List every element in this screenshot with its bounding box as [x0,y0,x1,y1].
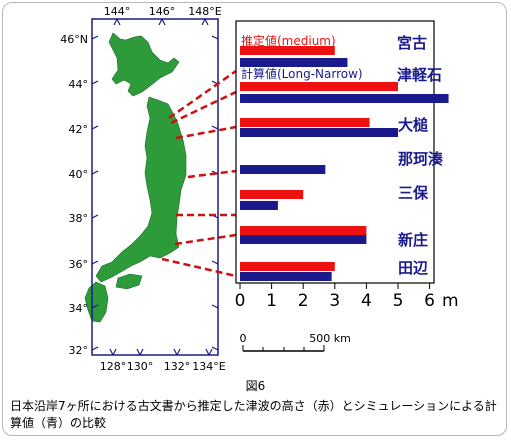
bar-computed [240,94,449,103]
map-tick [116,18,121,26]
kyushu-shape [84,281,109,323]
map-tick [139,348,144,356]
map-tick [91,125,99,130]
map-tick [91,304,99,309]
lat-tick-label: 38° [69,212,89,225]
map-tick [91,170,99,175]
lat-tick-label: 40° [69,168,89,181]
bar-computed [240,272,332,281]
lat-tick-label: 42° [69,123,89,136]
map-tick [208,348,213,356]
bar-estimated [240,82,398,91]
map-frame [91,18,219,356]
map-tick [158,18,163,26]
map-tick [109,348,114,356]
lon-tick-label-bottom: 128° [100,360,127,373]
map-tick [112,348,117,356]
bar-estimated [240,226,367,235]
x-tick-label: 1 [266,291,277,311]
bar-computed [240,235,367,244]
map-tick [204,18,209,26]
honshu-shape [95,96,187,283]
map-tick [211,304,219,309]
figure-frame [2,2,507,436]
bar-estimated [240,262,335,271]
connector-line [161,257,237,278]
x-tick-label: 3 [329,291,340,311]
bar-computed [240,58,348,67]
connector-line [168,69,237,120]
x-axis-unit: m [442,291,459,311]
legend-label-estimated: 推定値(medium) [241,33,336,48]
shikoku-shape [115,273,143,290]
bar-estimated [240,190,304,199]
scale-bar-end-label: 500 km [309,332,351,345]
bar-chart: 0 1 2 3 4 5 6 m 推定値(medium) 計算値(Long-Nar… [235,20,459,311]
bar-computed [240,201,278,210]
lat-tick-label: 36° [69,258,89,271]
category-label: 田辺 [398,259,429,277]
lon-tick-label-top: 146° [149,5,176,18]
map-tick [211,125,219,130]
map-tick [91,214,99,219]
bar-estimated [240,46,335,55]
map-tick [91,80,99,85]
category-label: 津軽石 [397,66,442,84]
x-tick-label: 0 [235,291,246,311]
x-axis-tick-labels: 0 1 2 3 4 5 6 [235,291,435,311]
map-tick [211,35,219,40]
scale-bar-start-label: 0 [240,332,247,345]
lat-tick-label: 44° [69,78,89,91]
bar-computed [240,165,326,174]
map-tick [201,18,206,26]
map-tick [91,260,99,265]
figure-caption: 日本沿岸7ヶ所における古文書から推定した津波の高さ（赤）とシミュレーションによる… [10,399,497,430]
connector-line [187,169,237,179]
map-tick [211,346,219,351]
x-tick-label: 4 [361,291,372,311]
map-panel: 144° 146° 148°E 128° 130° 132° 134°E 46°… [60,5,237,373]
lat-tick-label: 32° [69,344,89,357]
map-tick [136,348,141,356]
category-label: 三保 [398,184,429,202]
bar-computed [240,128,398,137]
lon-tick-label-top: 148°E [188,5,221,18]
hokkaido-shape [108,32,180,97]
x-axis-ticks [239,283,431,289]
map-tick [161,18,166,26]
lon-tick-label-bottom: 132° [164,360,191,373]
category-label: 那珂湊 [398,150,444,168]
connector-line [174,233,237,246]
category-label: 新庄 [398,231,428,249]
x-tick-label: 5 [393,291,404,311]
coast-connectors [161,69,237,278]
map-tick [113,18,118,26]
lon-tick-label-bottom: 130° [127,360,154,373]
scale-bar: 0 500 km [240,332,351,352]
japan-landmass [84,32,187,323]
connector-line [170,90,237,125]
lon-tick-label-bottom: 134°E [192,360,225,373]
map-tick [205,348,210,356]
bar-group [240,46,449,281]
x-tick-label: 6 [424,291,435,311]
map-tick [91,346,99,351]
lat-tick-label: 34° [69,302,89,315]
map-ticks [91,18,219,356]
lon-tick-label-top: 144° [104,5,131,18]
category-label: 大槌 [398,116,428,134]
map-tick [173,348,178,356]
figure-label: 図6 [245,379,266,393]
map-tick [91,35,99,40]
bar-estimated [240,118,370,127]
map-tick [211,260,219,265]
map-tick [176,348,181,356]
legend-label-computed: 計算値(Long-Narrow) [241,66,363,81]
x-tick-label: 2 [298,291,309,311]
connector-line [175,125,237,140]
category-label: 宮古 [397,34,427,52]
lat-tick-label: 46°N [60,33,88,46]
